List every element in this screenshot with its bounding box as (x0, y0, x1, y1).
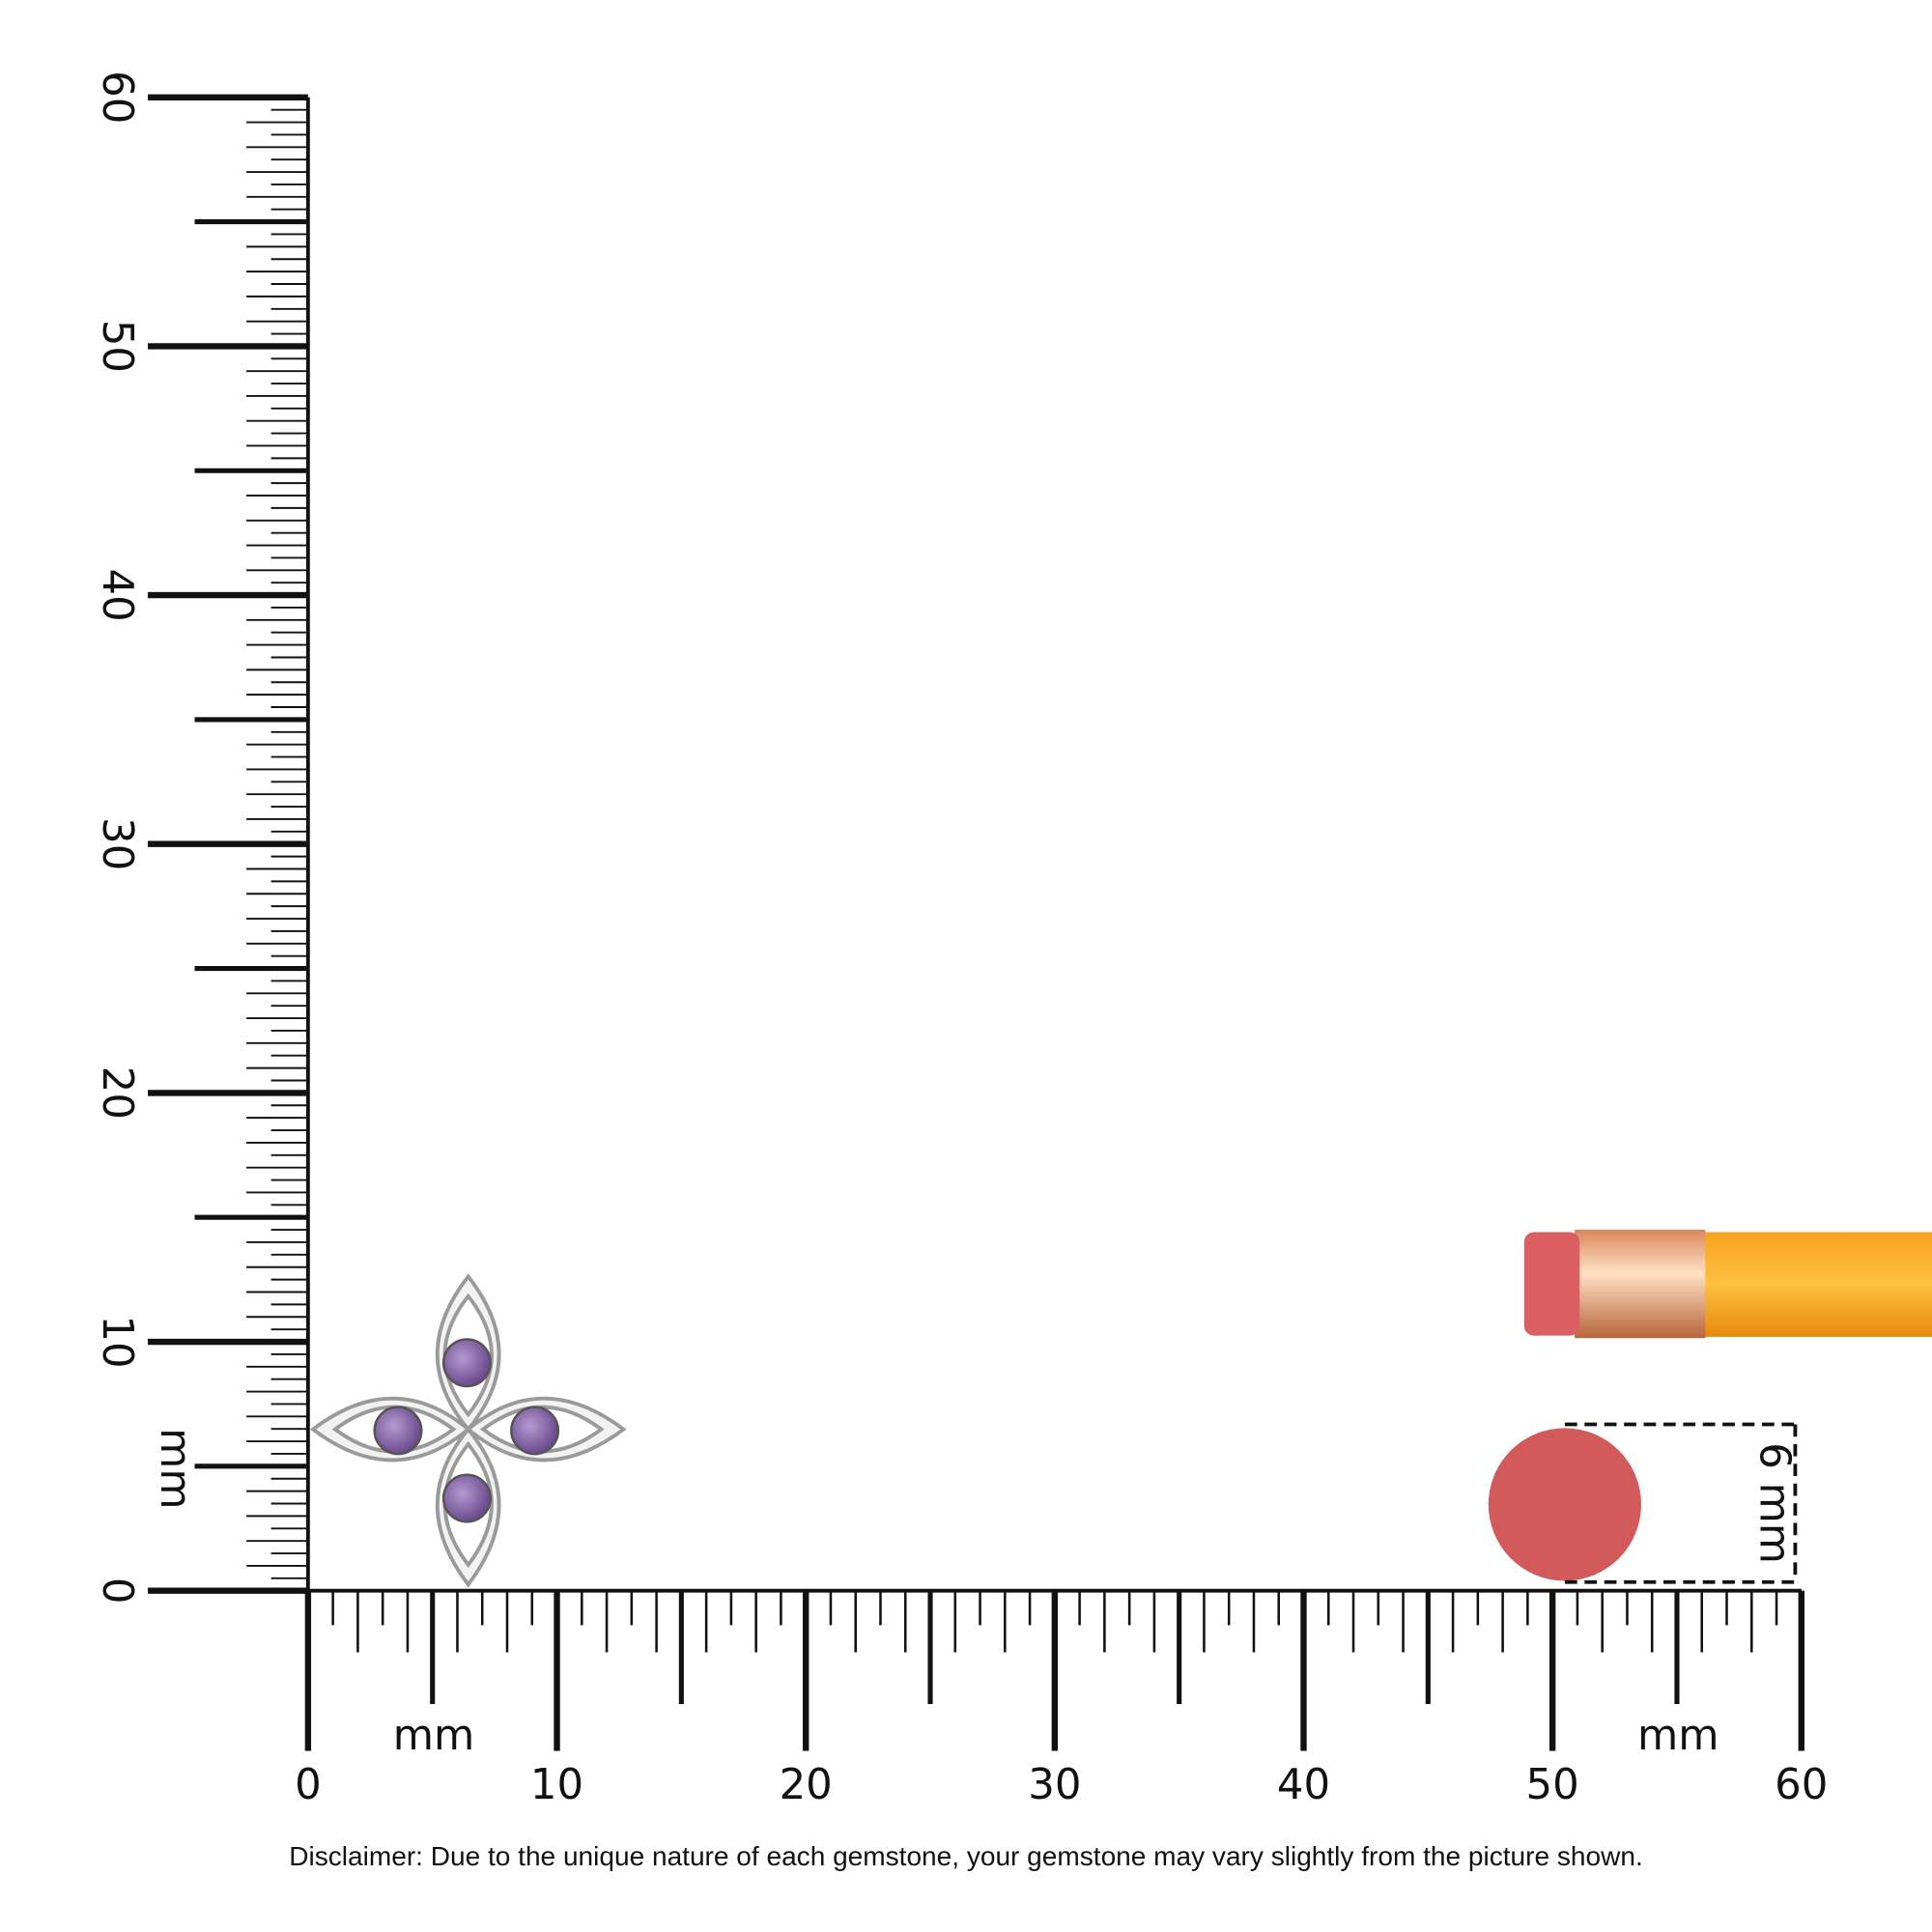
unit-label: mm (393, 1712, 474, 1760)
tick-label: 10 (93, 1315, 141, 1368)
tick-label: 10 (530, 1761, 583, 1809)
tick-label: 0 (93, 1577, 141, 1605)
tick-label: 60 (1775, 1761, 1828, 1809)
eraser (1488, 1428, 1641, 1581)
tick-label: 0 (295, 1761, 322, 1809)
tick-label: 30 (93, 817, 141, 870)
disclaimer: Disclaimer: Due to the unique nature of … (289, 1841, 1642, 1871)
eraser-size: 6 mm (1750, 1442, 1799, 1564)
unit-label: mm (1637, 1712, 1719, 1760)
tick-label: 50 (1526, 1761, 1579, 1809)
size-guide (1564, 1422, 1800, 1584)
ruler-ticks: 0 10 20 30 40 50 60 0 10 20 30 40 50 60 (93, 71, 1828, 1809)
unit-label: mm (151, 1428, 199, 1509)
tick-label: 60 (93, 71, 141, 124)
pencil (1523, 1229, 1932, 1339)
tick-label: 40 (93, 568, 141, 621)
tick-label: 30 (1028, 1761, 1081, 1809)
tick-label: 40 (1277, 1761, 1330, 1809)
tick-label: 20 (780, 1761, 833, 1809)
tick-label: 20 (93, 1066, 141, 1120)
pendant (309, 1273, 627, 1588)
tick-label: 50 (93, 320, 141, 373)
